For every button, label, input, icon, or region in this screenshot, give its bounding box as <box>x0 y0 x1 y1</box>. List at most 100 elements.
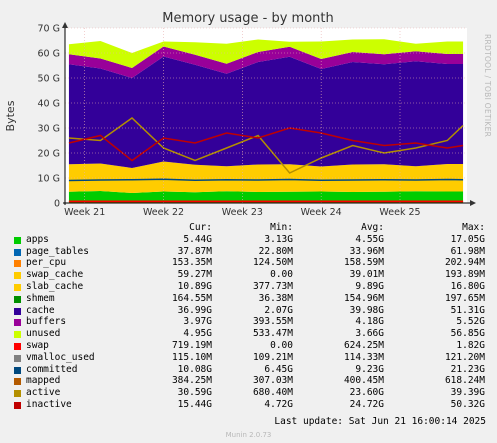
legend-series-name: per_cpu <box>26 257 67 269</box>
munin-version: Munin 2.0.73 <box>225 431 272 439</box>
header-min: Min: <box>270 222 293 233</box>
legend-avg-value: 9.23G <box>355 363 384 375</box>
y-axis-arrow <box>62 22 68 28</box>
legend-swatch <box>14 248 21 256</box>
legend-min-value: 0.00 <box>270 339 293 351</box>
legend-cur-value: 164.55M <box>171 292 212 304</box>
legend-min-value: 680.40M <box>252 387 293 399</box>
legend-avg-value: 624.25M <box>343 339 384 351</box>
legend-min-value: 4.72G <box>264 398 293 410</box>
legend-cur-value: 719.19M <box>171 339 212 351</box>
legend-swatch <box>14 331 21 339</box>
header-cur: Cur: <box>189 222 212 233</box>
legend-series-name: page_tables <box>26 245 89 257</box>
legend-min-value: 124.50M <box>252 257 293 269</box>
buffers-area <box>68 46 464 78</box>
rrdtool-credit: RRDTOOL / TOBI OETIKER <box>483 34 492 137</box>
header-max: Max: <box>462 222 485 233</box>
legend-avg-value: 39.01M <box>349 269 384 281</box>
legend-min-value: 377.73M <box>252 280 293 292</box>
legend-avg-value: 4.55G <box>355 233 384 245</box>
legend-max-value: 50.32G <box>450 398 485 410</box>
legend-row: buffers 3.97G 393.55M 4.18G 5.52G <box>14 316 490 328</box>
legend-cur-value: 384.25M <box>171 375 212 387</box>
legend-series-name: cache <box>26 304 55 316</box>
legend-min-value: 22.80M <box>258 245 293 257</box>
legend-row: inactive 15.44G 4.72G 24.72G 50.32G <box>14 399 490 411</box>
legend-min-value: 6.45G <box>264 363 293 375</box>
legend-row: page_tables 37.87M 22.80M 33.96M 61.98M <box>14 246 490 258</box>
legend-max-value: 193.89M <box>444 269 485 281</box>
legend-swatch <box>14 354 21 362</box>
committed-line <box>68 178 464 182</box>
legend-swatch <box>14 366 21 374</box>
legend-row: apps 5.44G 3.13G 4.55G 17.05G <box>14 234 490 246</box>
legend-series-name: swap_cache <box>26 269 84 281</box>
legend-row: unused 4.95G 533.47M 3.66G 56.85G <box>14 328 490 340</box>
x-axis-arrow <box>470 200 476 206</box>
legend-row: per_cpu 153.35M 124.50M 158.59M 202.94M <box>14 257 490 269</box>
legend-max-value: 39.39G <box>450 387 485 399</box>
y-tick-label: 60 G <box>38 49 60 60</box>
legend-series-name: unused <box>26 328 61 340</box>
legend-row: slab_cache 10.89G 377.73M 9.89G 16.80G <box>14 281 490 293</box>
x-tick-label: Week 21 <box>64 207 105 218</box>
x-tick-label: Week 23 <box>222 207 263 218</box>
legend-max-value: 197.65M <box>444 292 485 304</box>
legend-row: vmalloc_used 115.10M 109.21M 114.33M 121.20M <box>14 352 490 364</box>
y-tick-label: 30 G <box>38 124 60 135</box>
legend-min-value: 533.47M <box>252 328 293 340</box>
legend-avg-value: 33.96M <box>349 245 384 257</box>
legend-series-name: active <box>26 387 61 399</box>
legend-avg-value: 23.60G <box>349 387 384 399</box>
legend-swatch <box>14 319 21 327</box>
y-tick-label: 50 G <box>38 74 60 85</box>
legend-max-value: 21.23G <box>450 363 485 375</box>
legend-min-value: 109.21M <box>252 351 293 363</box>
y-tick-label: 20 G <box>38 149 60 160</box>
legend-swatch <box>14 401 21 409</box>
header-avg: Avg: <box>361 222 384 233</box>
legend-header: Cur: Min: Avg: Max: <box>14 222 490 234</box>
legend-cur-value: 37.87M <box>177 245 212 257</box>
last-update-text: Last update: Sat Jun 21 16:00:14 2025 <box>274 416 486 427</box>
legend-avg-value: 4.18G <box>355 316 384 328</box>
legend-cur-value: 36.99G <box>177 304 212 316</box>
legend-swatch <box>14 236 21 244</box>
legend-swatch <box>14 378 21 386</box>
legend-series-name: shmem <box>26 292 55 304</box>
x-tick-label: Week 25 <box>379 207 420 218</box>
legend-swatch <box>14 260 21 268</box>
y-tick-label: 10 G <box>38 174 60 185</box>
legend-series-name: committed <box>26 363 78 375</box>
legend-cur-value: 5.44G <box>183 233 212 245</box>
legend-rows: apps 5.44G 3.13G 4.55G 17.05G page_tables 37.8… <box>14 234 490 411</box>
legend-series-name: buffers <box>26 316 67 328</box>
cache-area <box>68 56 464 168</box>
legend-avg-value: 9.89G <box>355 280 384 292</box>
x-tick-label: Week 22 <box>143 207 184 218</box>
y-tick-label: 70 G <box>38 24 60 35</box>
legend-row: active 30.59G 680.40M 23.60G 39.39G <box>14 387 490 399</box>
legend-min-value: 0.00 <box>270 269 293 281</box>
legend-row: cache 36.99G 2.07G 39.98G 51.31G <box>14 305 490 317</box>
legend-row: swap 719.19M 0.00 624.25M 1.82G <box>14 340 490 352</box>
legend-cur-value: 30.59G <box>177 387 212 399</box>
legend-series-name: inactive <box>26 398 72 410</box>
slab_cache-area <box>68 161 464 193</box>
legend-min-value: 307.03M <box>252 375 293 387</box>
gridlines <box>65 27 467 203</box>
legend-avg-value: 158.59M <box>343 257 384 269</box>
legend-row: swap_cache 59.27M 0.00 39.01M 193.89M <box>14 269 490 281</box>
legend-avg-value: 400.45M <box>343 375 384 387</box>
legend-min-value: 2.07G <box>264 304 293 316</box>
legend-avg-value: 24.72G <box>349 398 384 410</box>
memory-usage-chart: Memory usage - by month Bytes RRDTOOL / … <box>4 11 492 218</box>
legend-max-value: 16.80G <box>450 280 485 292</box>
legend-max-value: 51.31G <box>450 304 485 316</box>
legend-swatch <box>14 295 21 303</box>
legend-min-value: 393.55M <box>252 316 293 328</box>
legend-max-value: 5.52G <box>456 316 485 328</box>
area-layers <box>68 39 464 203</box>
legend-series-name: apps <box>26 233 49 245</box>
